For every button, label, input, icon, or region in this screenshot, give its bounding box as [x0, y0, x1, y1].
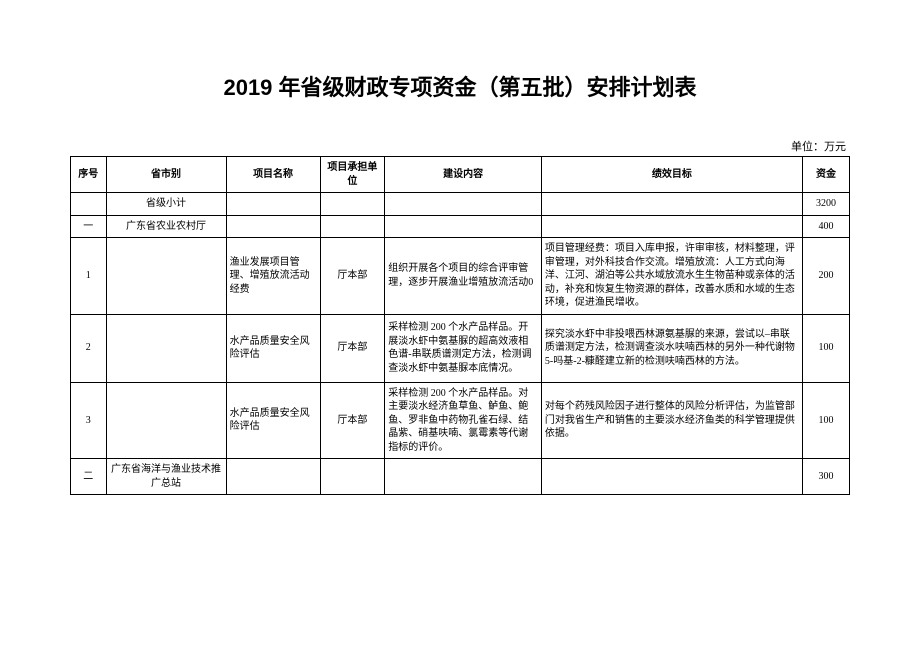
cell: 渔业发展项目管理、增殖放流活动经费	[226, 238, 320, 315]
cell	[106, 238, 226, 315]
cell	[71, 193, 107, 216]
data-row: 1 渔业发展项目管理、增殖放流活动经费 厅本部 组织开展各个项目的综合评审管理，…	[71, 238, 850, 315]
cell	[320, 459, 385, 495]
cell: 1	[71, 238, 107, 315]
data-row: 3 水产品质量安全风险评估 厅本部 采样检测 200 个水产品样品。对主要淡水经…	[71, 382, 850, 459]
th-goal: 绩效目标	[541, 157, 802, 193]
table-header-row: 序号 省市别 项目名称 项目承担单位 建设内容 绩效目标 资金	[71, 157, 850, 193]
cell: 100	[802, 382, 849, 459]
cell: 200	[802, 238, 849, 315]
cell	[226, 193, 320, 216]
cell	[226, 215, 320, 238]
cell: 3200	[802, 193, 849, 216]
th-build: 建设内容	[385, 157, 542, 193]
cell	[541, 459, 802, 495]
cell: 3	[71, 382, 107, 459]
cell	[385, 215, 542, 238]
cell: 对每个药残风险因子进行整体的风险分析评估，为监管部门对我省生产和销售的主要淡水经…	[541, 382, 802, 459]
cell: 二	[71, 459, 107, 495]
th-fund: 资金	[802, 157, 849, 193]
subtotal-row: 省级小计 3200	[71, 193, 850, 216]
data-row: 2 水产品质量安全风险评估 厅本部 采样检测 200 个水产品样品。开展淡水虾中…	[71, 314, 850, 382]
cell	[226, 459, 320, 495]
cell: 厅本部	[320, 238, 385, 315]
page-title: 2019 年省级财政专项资金（第五批）安排计划表	[70, 70, 850, 102]
cell	[106, 314, 226, 382]
cell: 100	[802, 314, 849, 382]
plan-table: 序号 省市别 项目名称 项目承担单位 建设内容 绩效目标 资金 省级小计 320…	[70, 156, 850, 495]
cell: 一	[71, 215, 107, 238]
cell: 厅本部	[320, 382, 385, 459]
cell: 水产品质量安全风险评估	[226, 314, 320, 382]
cell: 水产品质量安全风险评估	[226, 382, 320, 459]
cell	[320, 215, 385, 238]
cell: 项目管理经费：项目入库申报，许审审核，材料整理，评审管理，对外科技合作交流。增殖…	[541, 238, 802, 315]
th-proj: 项目名称	[226, 157, 320, 193]
cell: 400	[802, 215, 849, 238]
cell	[541, 215, 802, 238]
cell	[541, 193, 802, 216]
th-dept: 省市别	[106, 157, 226, 193]
cell	[106, 382, 226, 459]
cell: 2	[71, 314, 107, 382]
cell: 省级小计	[106, 193, 226, 216]
cell	[320, 193, 385, 216]
unit-label: 单位：万元	[70, 138, 850, 154]
group-row: 二 广东省海洋与渔业技术推广总站 300	[71, 459, 850, 495]
cell: 采样检测 200 个水产品样品。对主要淡水经济鱼草鱼、鲈鱼、鲍鱼、罗非鱼中药物孔…	[385, 382, 542, 459]
cell: 广东省农业农村厅	[106, 215, 226, 238]
cell: 探究淡水虾中非投喂西林源氨基脲的来源，尝试以–串联质谱测定方法，检测调查淡水呋喃…	[541, 314, 802, 382]
cell: 组织开展各个项目的综合评审管理，逐步开展渔业增殖放流活动0	[385, 238, 542, 315]
th-seq: 序号	[71, 157, 107, 193]
cell: 广东省海洋与渔业技术推广总站	[106, 459, 226, 495]
cell	[385, 459, 542, 495]
cell	[385, 193, 542, 216]
cell: 采样检测 200 个水产品样品。开展淡水虾中氨基脲的超高效液相色谱-串联质谱测定…	[385, 314, 542, 382]
cell: 厅本部	[320, 314, 385, 382]
cell: 300	[802, 459, 849, 495]
th-unit: 项目承担单位	[320, 157, 385, 193]
group-row: 一 广东省农业农村厅 400	[71, 215, 850, 238]
